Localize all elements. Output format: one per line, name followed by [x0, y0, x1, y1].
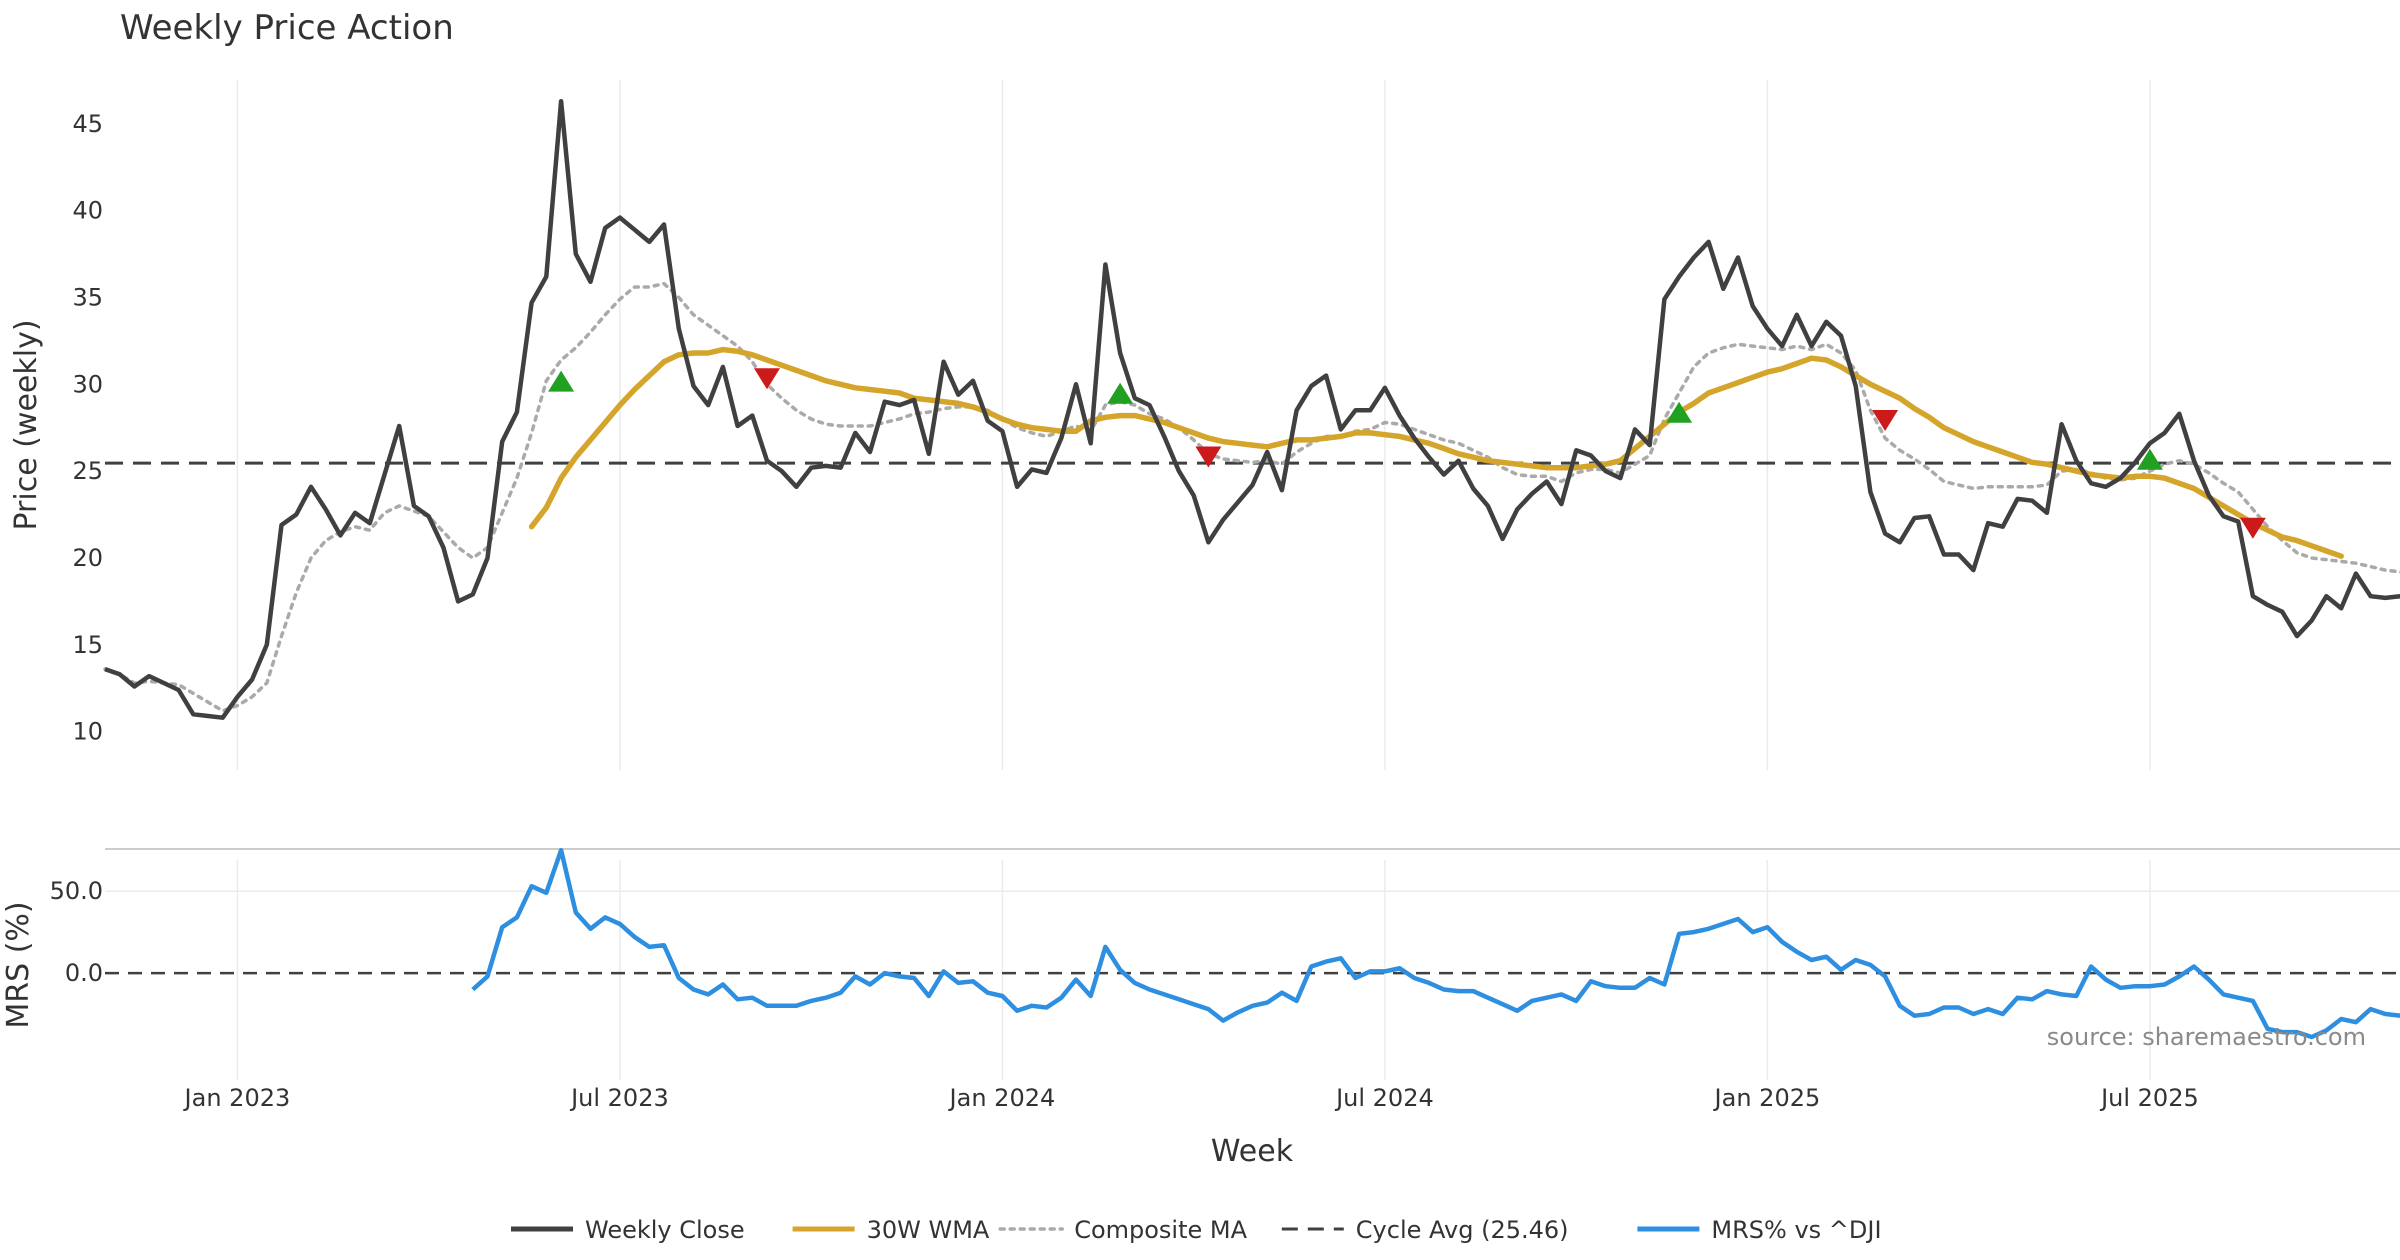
- price-y-tick-label: 40: [72, 197, 103, 225]
- price-y-tick-label: 10: [72, 718, 103, 746]
- price-y-tick-label: 25: [72, 457, 103, 485]
- x-tick-label: Jan 2025: [1713, 1084, 1821, 1112]
- wma-30w-line: [528, 346, 2344, 559]
- price-y-tick-label: 35: [72, 284, 103, 312]
- mrs-y-tick-label: 0.0: [65, 959, 103, 987]
- legend-label: Weekly Close: [585, 1216, 745, 1244]
- buy-signal-marker: [1666, 401, 1693, 423]
- x-tick-label: Jan 2024: [948, 1084, 1056, 1112]
- price-y-tick-label: 45: [72, 110, 103, 138]
- price-y-tick-labels: 10 15 20 25 30 35 40 45: [72, 110, 103, 746]
- mrs-line: [471, 847, 2400, 1040]
- sell-signal-marker: [1195, 446, 1222, 468]
- mrs-y-tick-label: 50.0: [50, 877, 103, 905]
- legend: Weekly Close 30W WMA Composite MA Cycle Avg…: [511, 1216, 1882, 1244]
- buy-signal-marker: [2136, 448, 2163, 470]
- price-y-tick-label: 15: [72, 631, 103, 659]
- mrs-series: [105, 847, 2400, 1040]
- price-y-tick-label: 20: [72, 544, 103, 572]
- weekly-close-line: [104, 98, 2400, 720]
- x-tick-labels: Jan 2023 Jul 2023 Jan 2024 Jul 2024 Jan 2025…: [183, 1084, 2199, 1112]
- source-annotation: source: sharemaestro.com: [2047, 1023, 2366, 1051]
- price-series: [103, 98, 2400, 720]
- mrs-y-tick-labels: 0.0 50.0: [50, 877, 103, 987]
- price-y-axis-label: Price (weekly): [9, 319, 44, 530]
- x-axis-label: Week: [1211, 1134, 1294, 1169]
- x-tick-label: Jul 2023: [569, 1084, 669, 1112]
- legend-label: 30W WMA: [867, 1216, 990, 1244]
- sell-signal-marker: [2239, 517, 2266, 539]
- buy-signal-marker: [1107, 382, 1134, 404]
- x-tick-label: Jul 2025: [2099, 1084, 2199, 1112]
- buy-signal-marker: [548, 370, 575, 392]
- price-gridlines: [236, 80, 2151, 770]
- legend-label: MRS% vs ^DJI: [1711, 1216, 1881, 1244]
- composite-ma-line: [103, 281, 2400, 713]
- x-tick-label: Jan 2023: [183, 1084, 291, 1112]
- legend-label: Composite MA: [1074, 1216, 1247, 1244]
- sell-signal-marker: [754, 368, 780, 390]
- legend-label: Cycle Avg (25.46): [1356, 1216, 1569, 1244]
- mrs-y-axis-label: MRS (%): [1, 901, 36, 1028]
- price-y-tick-label: 30: [72, 370, 103, 398]
- mrs-gridlines: [105, 860, 2400, 1080]
- chart-title: Weekly Price Action: [120, 8, 454, 48]
- sell-signal-marker: [1872, 410, 1899, 431]
- x-tick-label: Jul 2024: [1334, 1084, 1434, 1112]
